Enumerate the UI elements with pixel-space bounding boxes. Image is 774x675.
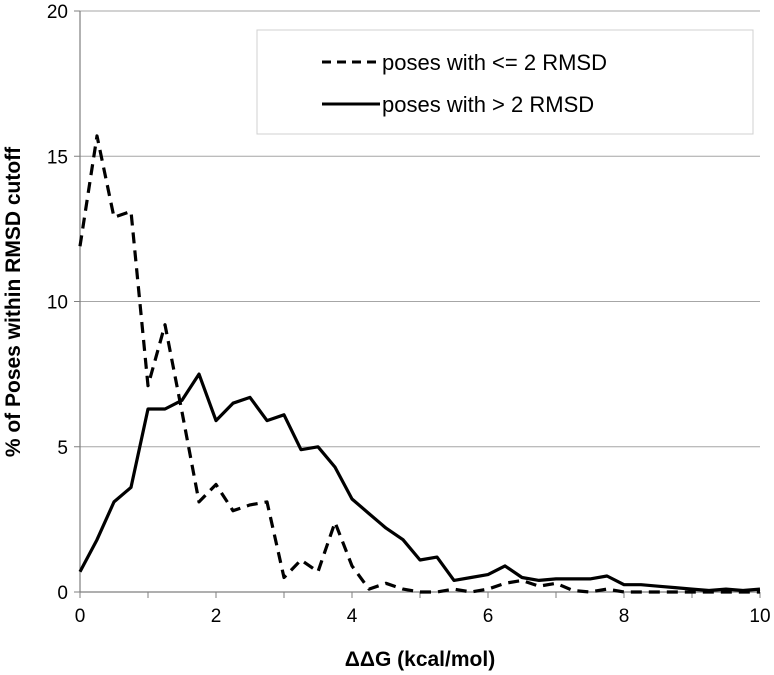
x-tick-label: 10 xyxy=(749,606,770,627)
x-tick-label: 2 xyxy=(211,606,222,627)
y-tick-label: 15 xyxy=(47,147,68,168)
x-tick-label: 6 xyxy=(483,606,494,627)
y-tick-label: 20 xyxy=(47,2,68,23)
series-lines xyxy=(78,134,761,594)
x-tick-label: 8 xyxy=(619,606,630,627)
x-tick-label: 4 xyxy=(347,606,358,627)
legend-box xyxy=(256,29,754,135)
y-tick-label: 10 xyxy=(47,293,68,314)
legend-label-le2-rmsd: poses with <= 2 RMSD xyxy=(382,50,607,75)
y-tick-label: 5 xyxy=(57,438,68,459)
x-tick-label: 0 xyxy=(75,606,86,627)
series-line-gt2-rmsd xyxy=(78,372,761,593)
y-tick-label: 0 xyxy=(57,583,68,604)
gridlines xyxy=(80,10,760,448)
y-axis-title: % of Poses within RMSD cutoff xyxy=(2,146,25,457)
legend-label-gt2-rmsd: poses with > 2 RMSD xyxy=(382,92,594,117)
series-line-le2-rmsd xyxy=(78,134,760,594)
legend: poses with <= 2 RMSD poses with > 2 RMSD xyxy=(256,29,754,135)
x-axis-title: ΔΔG (kcal/mol) xyxy=(345,648,495,671)
